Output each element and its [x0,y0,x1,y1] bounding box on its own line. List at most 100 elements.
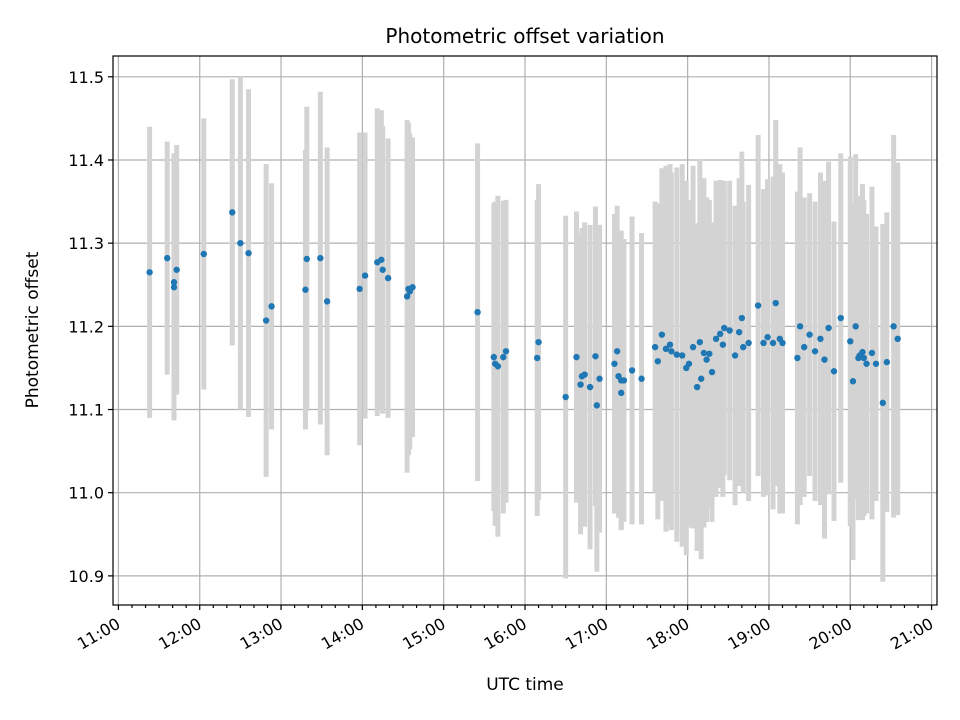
data-point [379,266,386,273]
y-axis-label: Photometric offset [23,251,43,408]
data-point [817,335,824,343]
x-tick-label: 17:00 [562,614,611,654]
data-point [146,269,153,276]
data-point [613,348,621,355]
data-point [317,254,324,262]
data-point [229,209,236,216]
data-point [164,254,171,262]
data-point [852,323,859,330]
data-point [754,302,762,309]
data-point [708,368,716,376]
x-tick-label: 14:00 [318,614,367,654]
data-point [879,399,886,407]
data-point [689,343,697,351]
data-point [696,338,704,346]
data-point [170,279,178,286]
data-point [666,341,674,348]
data-point [668,348,675,355]
y-tick-label: 11.5 [68,68,104,87]
data-point [173,266,180,273]
data-point [764,333,771,341]
data-point [533,354,541,362]
data-point [825,324,832,332]
x-tick-label: 13:00 [237,614,286,654]
data-point [800,343,808,351]
data-point [535,338,542,346]
data-point [409,284,416,291]
x-tick-label: 21:00 [887,614,936,654]
error-bars [147,76,901,582]
data-point [760,339,767,347]
data-point [628,367,636,374]
data-point [593,402,601,409]
data-point [806,331,813,338]
data-point [474,309,481,316]
x-tick-label: 15:00 [399,614,448,654]
data-point [894,335,901,343]
data-point [721,324,728,332]
data-point [562,393,569,401]
y-tick-label: 11.3 [68,234,104,253]
data-point [863,360,870,367]
data-point [859,348,866,356]
data-point [693,383,701,391]
data-point [620,377,628,384]
data-point [872,360,880,367]
data-point [378,256,385,263]
data-point [769,339,777,347]
x-tick-label: 18:00 [643,614,692,654]
data-point [651,343,659,351]
data-point [654,358,662,365]
y-tick-label: 10.9 [68,567,104,586]
data-point [719,341,727,348]
data-point [638,375,645,382]
data-point [361,272,369,279]
data-point [577,381,584,388]
data-point [883,358,891,366]
data-point [679,352,686,359]
data-point [706,350,713,357]
data-point [200,250,208,258]
data-point [772,299,779,307]
data-point [796,323,804,330]
data-point [685,360,693,367]
data-point [735,328,743,336]
data-point [384,274,392,282]
x-tick-label: 20:00 [806,614,855,654]
data-point [745,339,752,347]
data-point [237,239,244,247]
data-point [245,249,252,257]
y-tick-label: 11.1 [68,401,104,420]
data-point [821,356,828,363]
data-point [837,314,844,322]
data-point [811,348,819,355]
data-point [581,371,588,378]
data-point [860,354,868,362]
data-point [890,323,897,330]
x-axis: 11:00 12:00 13:00 14:00 15:00 16:00 17:00 18:00… [74,605,937,654]
data-point [356,285,363,293]
data-point [868,349,876,357]
data-point [712,335,720,343]
chart-title: Photometric offset variation [385,24,664,48]
data-point [500,353,507,361]
y-axis: 10.9 11.0 11.1 11.2 11.3 11.4 11.5 [68,68,113,586]
data-point [611,360,618,367]
data-point [268,303,275,310]
data-point [596,375,603,382]
data-point [490,353,498,361]
data-point [262,317,270,324]
x-tick-label: 12:00 [155,614,204,654]
data-points [146,209,901,409]
x-tick-label: 11:00 [74,614,123,654]
data-point [592,353,599,360]
y-tick-label: 11.2 [68,317,104,336]
data-point [662,345,670,352]
data-point [700,349,708,357]
data-point [849,378,857,385]
data-point [586,383,594,391]
data-point [847,338,854,345]
y-tick-label: 11.0 [68,484,104,503]
data-point [697,375,705,382]
x-tick-label: 16:00 [481,614,530,654]
